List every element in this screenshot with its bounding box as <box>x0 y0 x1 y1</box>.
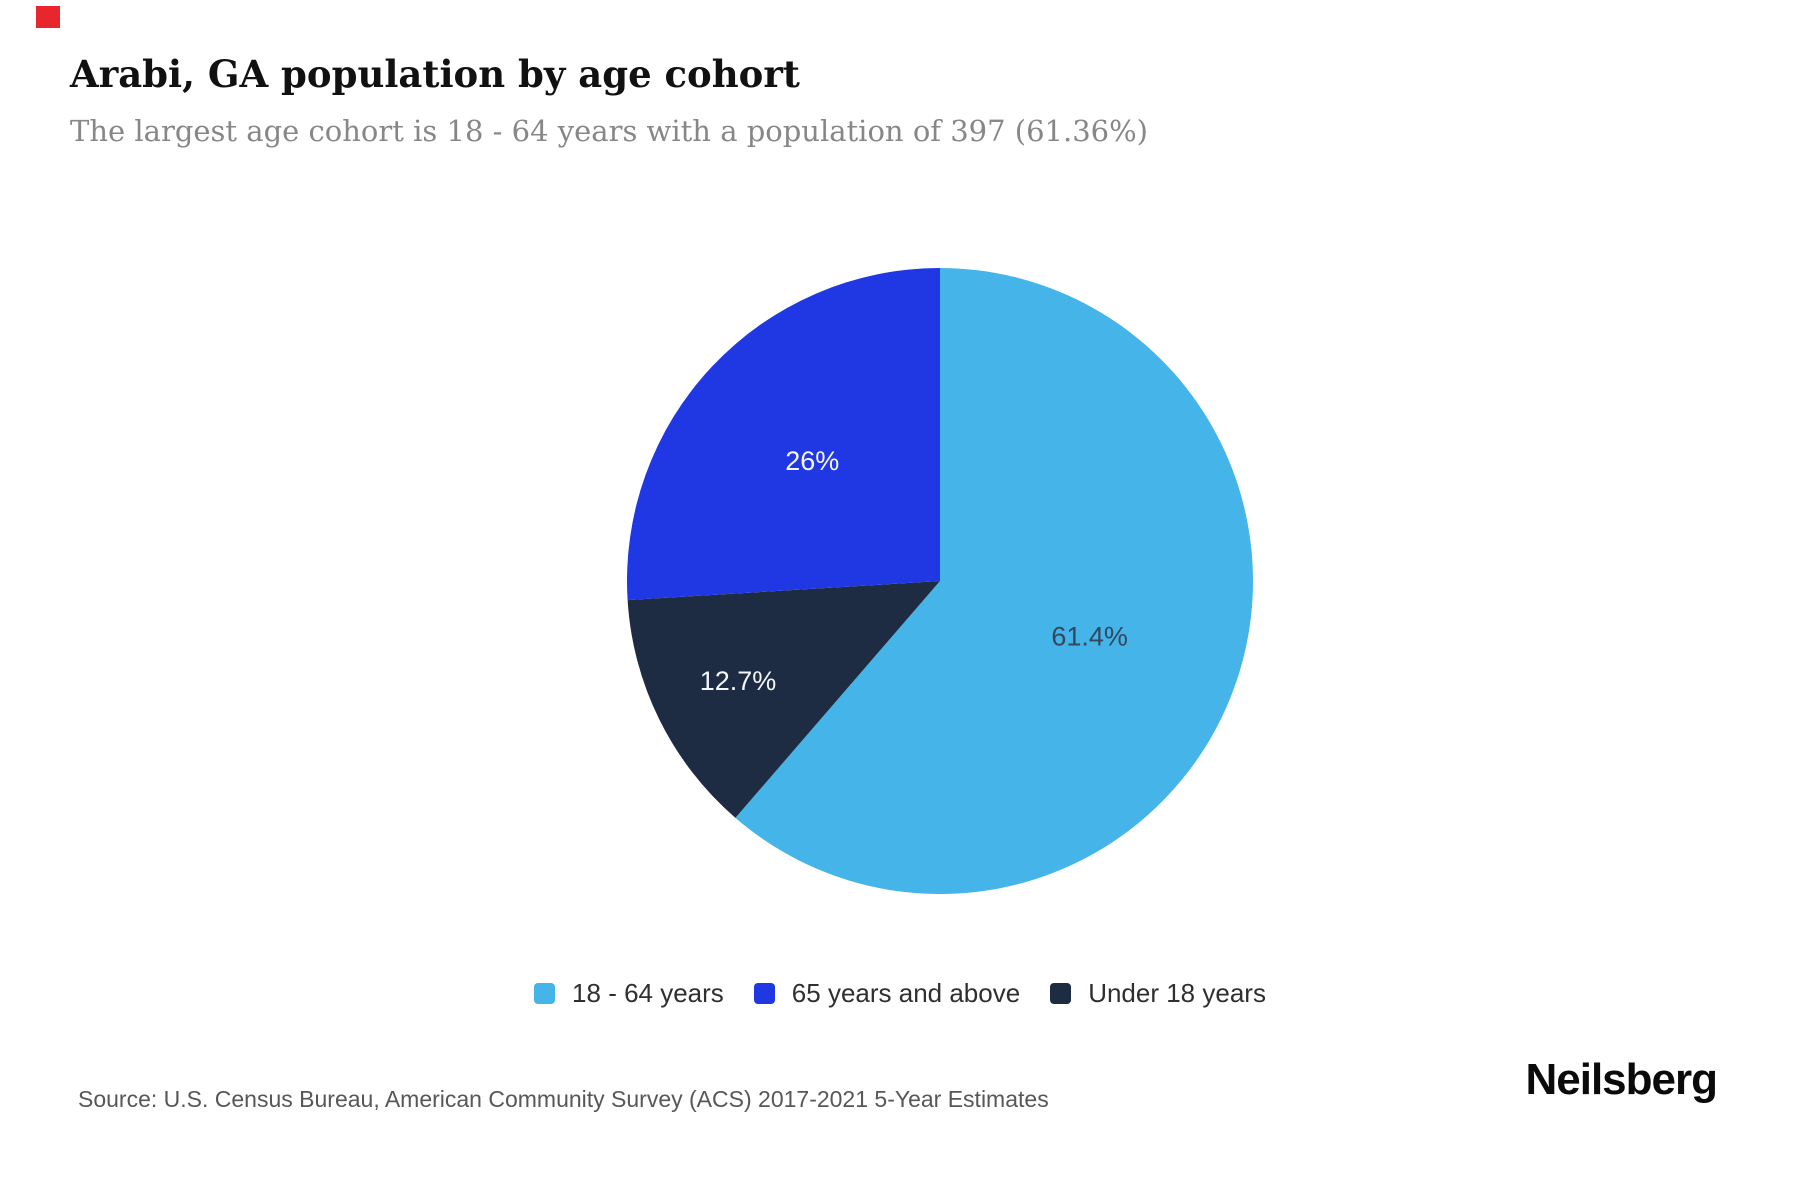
legend-item-label: 65 years and above <box>791 978 1021 1008</box>
brand-logo: Neilsberg <box>1525 1055 1718 1104</box>
pie-slice-65-years-and-above[interactable] <box>627 268 940 601</box>
page-title: Arabi, GA population by age cohort <box>70 52 800 96</box>
slice-data-label: 26% <box>785 446 839 476</box>
pie-slice-18-64-years[interactable] <box>735 268 1254 895</box>
slice-data-label: 61.4% <box>1051 622 1128 652</box>
legend-swatch-icon <box>534 983 556 1004</box>
legend: 18 - 64 years 65 years and above Under 18 … <box>0 978 1800 1009</box>
pie-chart: 61.4% 12.7% 26% <box>590 231 1290 931</box>
legend-item-18-64-years[interactable]: 18 - 64 years <box>534 978 724 1009</box>
legend-item-label: Under 18 years <box>1088 978 1266 1008</box>
pie-svg: 61.4% 12.7% 26% <box>627 268 1254 895</box>
legend-item-65-years-and-above[interactable]: 65 years and above <box>753 978 1021 1009</box>
legend-item-label: 18 - 64 years <box>572 978 724 1008</box>
legend-swatch-icon <box>753 983 775 1004</box>
legend-swatch-icon <box>1050 983 1072 1004</box>
pie-slice-under-18-years[interactable] <box>627 581 940 818</box>
legend-item-under-18-years[interactable]: Under 18 years <box>1050 978 1266 1009</box>
source-note: Source: U.S. Census Bureau, American Com… <box>78 1086 1049 1112</box>
red-corner-marker <box>36 6 60 28</box>
page-subtitle: The largest age cohort is 18 - 64 years … <box>70 114 1148 148</box>
slice-data-label: 12.7% <box>700 666 777 696</box>
